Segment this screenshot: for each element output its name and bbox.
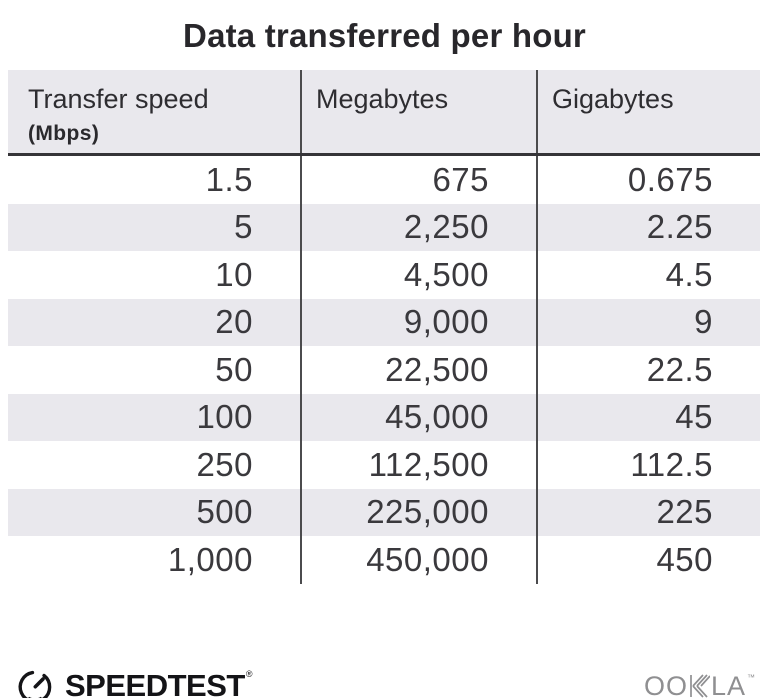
column-header-megabytes: Megabytes	[302, 70, 538, 153]
table-row: 500 225,000 225	[8, 488, 760, 536]
cell-speed: 1.5	[8, 156, 302, 204]
trademark-mark: ™	[747, 672, 756, 682]
cell-gigabytes: 22.5	[646, 350, 713, 388]
cell-megabytes: 675	[302, 156, 538, 204]
cell-speed: 50	[8, 346, 302, 394]
table-row: 100 45,000 45	[8, 393, 760, 441]
cell-gigabytes: 2.25	[646, 208, 713, 246]
speedtest-gauge-icon	[14, 665, 56, 698]
table-row: 250 112,500 112.5	[8, 441, 760, 489]
ookla-wordmark-right: LA	[710, 670, 746, 698]
cell-speed: 100	[8, 393, 302, 441]
cell-gigabytes: 9	[694, 303, 713, 341]
cell-speed: 5	[8, 203, 302, 251]
ookla-chevron-k-icon	[688, 674, 711, 698]
cell-megabytes: 450,000	[302, 536, 538, 584]
ookla-logo: OO LA ™	[644, 671, 755, 698]
cell-gigabytes: 4.5	[665, 255, 713, 293]
column-header-transfer-speed: Transfer speed (Mbps)	[8, 70, 302, 153]
cell-speed: 20	[8, 298, 302, 346]
cell-speed: 250	[8, 441, 302, 489]
cell-gigabytes: 0.675	[627, 160, 713, 198]
registered-trademark-mark: ®	[245, 669, 253, 679]
column-header-gigabytes: Gigabytes	[538, 70, 760, 153]
table-row: 5 2,250 2.25	[8, 203, 760, 251]
ookla-wordmark-left: OO	[643, 670, 688, 698]
page-title: Data transferred per hour	[183, 17, 586, 54]
cell-speed: 10	[8, 251, 302, 299]
column-header-label: Transfer speed	[28, 84, 209, 114]
table-body: 1.5 675 0.675 5 2,250 2.25 10 4,500 4.5 …	[8, 156, 760, 584]
column-header-label: Megabytes	[316, 84, 449, 114]
table-row: 50 22,500 22.5	[8, 346, 760, 394]
column-header-label: Gigabytes	[552, 84, 674, 114]
cell-megabytes: 4,500	[302, 251, 538, 299]
table-row: 20 9,000 9	[8, 298, 760, 346]
table-row: 1,000 450,000 450	[8, 536, 760, 584]
cell-speed: 500	[8, 488, 302, 536]
data-table: Transfer speed (Mbps) Megabytes Gigabyte…	[8, 70, 760, 584]
cell-gigabytes: 225	[656, 493, 713, 531]
cell-megabytes: 45,000	[302, 393, 538, 441]
speedtest-logo: SPEEDTEST ®	[14, 665, 253, 698]
table-row: 10 4,500 4.5	[8, 251, 760, 299]
table-header: Transfer speed (Mbps) Megabytes Gigabyte…	[8, 70, 760, 156]
cell-gigabytes: 112.5	[630, 445, 713, 483]
cell-megabytes: 2,250	[302, 203, 538, 251]
cell-megabytes: 9,000	[302, 298, 538, 346]
table-row: 1.5 675 0.675	[8, 156, 760, 204]
cell-megabytes: 112,500	[302, 441, 538, 489]
cell-gigabytes: 45	[675, 398, 713, 436]
cell-megabytes: 225,000	[302, 488, 538, 536]
cell-speed: 1,000	[8, 536, 302, 584]
cell-gigabytes: 450	[656, 540, 713, 578]
footer: SPEEDTEST ® OO LA ™	[14, 663, 755, 698]
speedtest-wordmark: SPEEDTEST	[65, 668, 245, 698]
cell-megabytes: 22,500	[302, 346, 538, 394]
column-header-sublabel: (Mbps)	[28, 122, 100, 145]
